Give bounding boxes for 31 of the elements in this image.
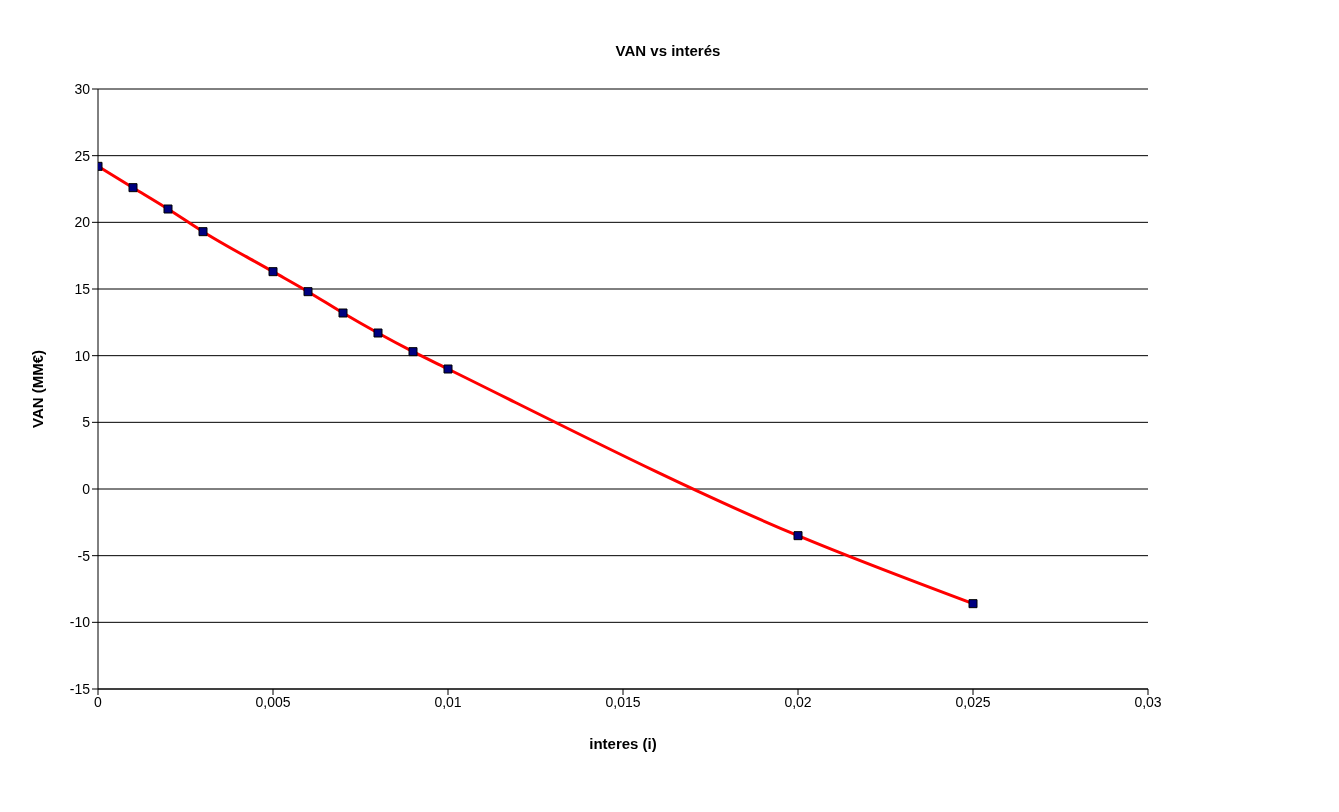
x-tick-label: 0,03 bbox=[1134, 693, 1162, 710]
x-tick-label: 0,02 bbox=[784, 693, 812, 710]
y-tick-label: 10 bbox=[74, 347, 91, 364]
y-tick-label: 0 bbox=[82, 480, 91, 497]
x-axis-title: interes (i) bbox=[589, 735, 657, 752]
chart-title: VAN vs interés bbox=[614, 42, 722, 59]
x-tick-label: 0,01 bbox=[434, 693, 462, 710]
point bbox=[303, 287, 313, 297]
y-tick-label: -10 bbox=[69, 614, 91, 631]
point bbox=[268, 267, 278, 277]
y-axis-title: VAN (MM€) bbox=[29, 349, 47, 429]
point bbox=[128, 183, 138, 193]
y-tick-label: 5 bbox=[82, 414, 91, 431]
x-tick-label: 0,025 bbox=[955, 693, 991, 710]
y-tick-label: -5 bbox=[77, 547, 91, 564]
point bbox=[198, 227, 208, 237]
point bbox=[408, 347, 418, 357]
point bbox=[373, 328, 383, 338]
x-tick-label: 0 bbox=[94, 693, 103, 710]
point bbox=[443, 364, 453, 374]
point bbox=[163, 204, 173, 214]
y-tick-label: 15 bbox=[74, 280, 91, 297]
y-tick-label: 20 bbox=[74, 214, 91, 231]
point bbox=[793, 531, 803, 541]
point bbox=[338, 308, 348, 318]
y-tick-label: 25 bbox=[74, 147, 91, 164]
x-tick-label: 0,015 bbox=[605, 693, 641, 710]
point bbox=[968, 599, 978, 609]
y-tick-label: 30 bbox=[74, 80, 91, 97]
y-tick-label: -15 bbox=[69, 680, 91, 697]
x-tick-label: 0,005 bbox=[255, 693, 291, 710]
